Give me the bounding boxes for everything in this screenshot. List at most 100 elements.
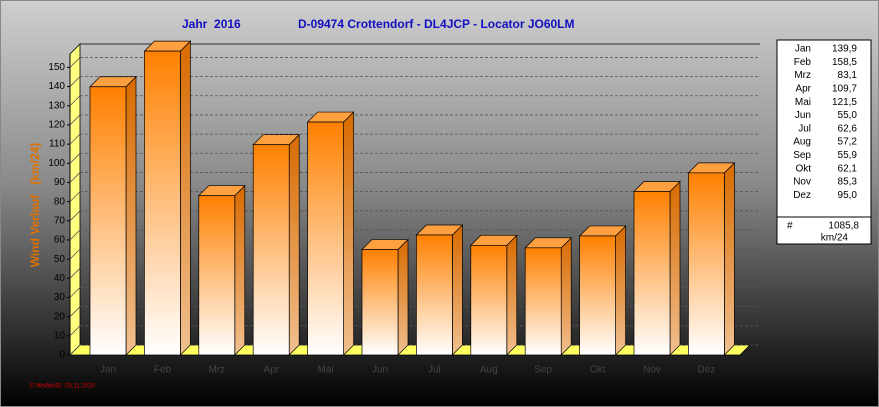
x-tick-label: Apr [263, 365, 279, 376]
wall-grid-line [69, 57, 81, 68]
legend-month: Feb [794, 57, 812, 68]
bar [361, 249, 399, 356]
x-tick-label: Jan [100, 365, 116, 376]
wall-grid-line [69, 306, 81, 317]
bar-side [343, 111, 354, 356]
y-tick-label: 130 [48, 100, 65, 111]
wall-grid-line [69, 76, 81, 87]
bar [89, 86, 127, 356]
x-tick-label: Nov [643, 365, 661, 376]
bar-side [180, 40, 191, 356]
chart-title: Jahr 2016 [182, 17, 241, 31]
bar [633, 191, 671, 356]
legend-value: 85,3 [838, 177, 858, 188]
legend-month: Nov [793, 177, 811, 188]
total-symbol: # [787, 221, 793, 232]
bar-side [397, 238, 409, 356]
legend-month: Apr [795, 84, 811, 95]
footer: © WsWin32 03.11.2020 [30, 383, 95, 390]
x-tick-label: Aug [480, 365, 498, 376]
bar [198, 195, 236, 356]
y-tick-label: 20 [54, 311, 66, 322]
wall-grid-line [69, 229, 81, 241]
wall-grid-line [69, 325, 81, 337]
wall-grid-line [69, 114, 81, 126]
bar [579, 235, 616, 356]
y-tick-label: 140 [48, 81, 65, 92]
y-tick-label: 60 [54, 235, 66, 246]
wall-grid-line [69, 210, 81, 222]
bar-side [506, 234, 518, 356]
chart-subtitle: D-09474 Crottendorf - DL4JCP - Locator J… [298, 17, 575, 31]
wall-grid-line [69, 95, 81, 107]
x-tick-label: Feb [154, 365, 172, 376]
y-tick-label: 80 [54, 196, 66, 207]
legend-value: 55,0 [838, 110, 858, 121]
legend-value: 158,5 [832, 57, 857, 68]
wall-grid-line [69, 268, 81, 279]
bar [524, 247, 562, 356]
bar [688, 172, 725, 356]
legend-value: 95,0 [838, 190, 858, 201]
y-tick-label: 90 [54, 177, 66, 188]
legend-month: Dez [793, 190, 811, 201]
wall-grid-line [69, 287, 81, 298]
legend-value: 55,9 [838, 150, 858, 161]
legend-month: Mai [795, 97, 811, 108]
wall-grid-line [69, 152, 81, 164]
bar-side [452, 224, 463, 356]
bar-side [615, 225, 626, 356]
legend-value: 83,1 [838, 70, 858, 81]
total-value: 1085,8 [828, 221, 859, 232]
x-tick-label: Dez [698, 365, 716, 376]
legend-month: Jan [795, 44, 811, 55]
wall-grid-line [69, 248, 81, 260]
legend-table [776, 39, 872, 245]
y-tick-label: 100 [48, 158, 65, 169]
y-axis-label: Wind Verlauf (km/24) [28, 143, 42, 268]
wall-grid-line [69, 344, 81, 356]
y-tick-label: 150 [48, 62, 65, 73]
y-tick-label: 0 [59, 350, 65, 361]
bar [470, 244, 508, 356]
legend-value: 121,5 [832, 97, 857, 108]
bar-side [288, 133, 300, 356]
legend-month: Sep [793, 150, 811, 161]
legend-value: 62,1 [838, 163, 858, 174]
y-tick-label: 120 [48, 120, 65, 131]
bar [144, 50, 181, 356]
legend-month: Okt [795, 163, 811, 174]
bar [252, 144, 290, 356]
wall-grid-line [69, 191, 81, 202]
total-unit: km/24 [821, 233, 849, 244]
y-tick-label: 70 [54, 215, 66, 226]
bar-side [125, 75, 137, 356]
wall-grid-line [69, 133, 81, 145]
x-tick-label: Mai [318, 365, 334, 376]
legend-month: Aug [793, 137, 811, 148]
bar-side [560, 236, 572, 356]
bar [307, 121, 344, 356]
x-tick-label: Sep [534, 365, 552, 376]
wall-grid-line [69, 172, 81, 183]
x-tick-label: Mrz [208, 365, 225, 376]
bar-side [669, 180, 681, 356]
legend-value: 57,2 [838, 137, 858, 148]
y-tick-label: 110 [49, 139, 65, 150]
x-tick-label: Jun [372, 365, 388, 376]
legend-month: Mrz [794, 70, 811, 81]
y-tick-label: 30 [54, 292, 66, 303]
bar-side [234, 184, 246, 356]
legend-value: 109,7 [832, 84, 857, 95]
legend-value: 62,6 [838, 123, 858, 134]
y-tick-label: 40 [54, 273, 66, 284]
y-tick-label: 50 [54, 254, 66, 265]
x-tick-label: Jul [428, 365, 441, 376]
bar [416, 234, 453, 356]
legend-value: 139,9 [832, 44, 857, 55]
legend-month: Jun [795, 110, 811, 121]
x-tick-label: Okt [590, 365, 606, 376]
legend-month: Jul [798, 123, 811, 134]
bar-side [724, 162, 735, 356]
